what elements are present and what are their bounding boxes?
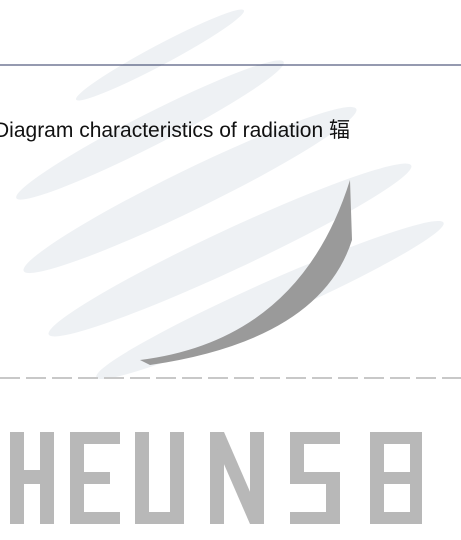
caption: Diagram characteristics of radiation 辐 [0, 119, 350, 142]
swoosh-shadow [140, 180, 352, 365]
swooshes [16, 9, 444, 380]
logo-letters [10, 432, 422, 524]
